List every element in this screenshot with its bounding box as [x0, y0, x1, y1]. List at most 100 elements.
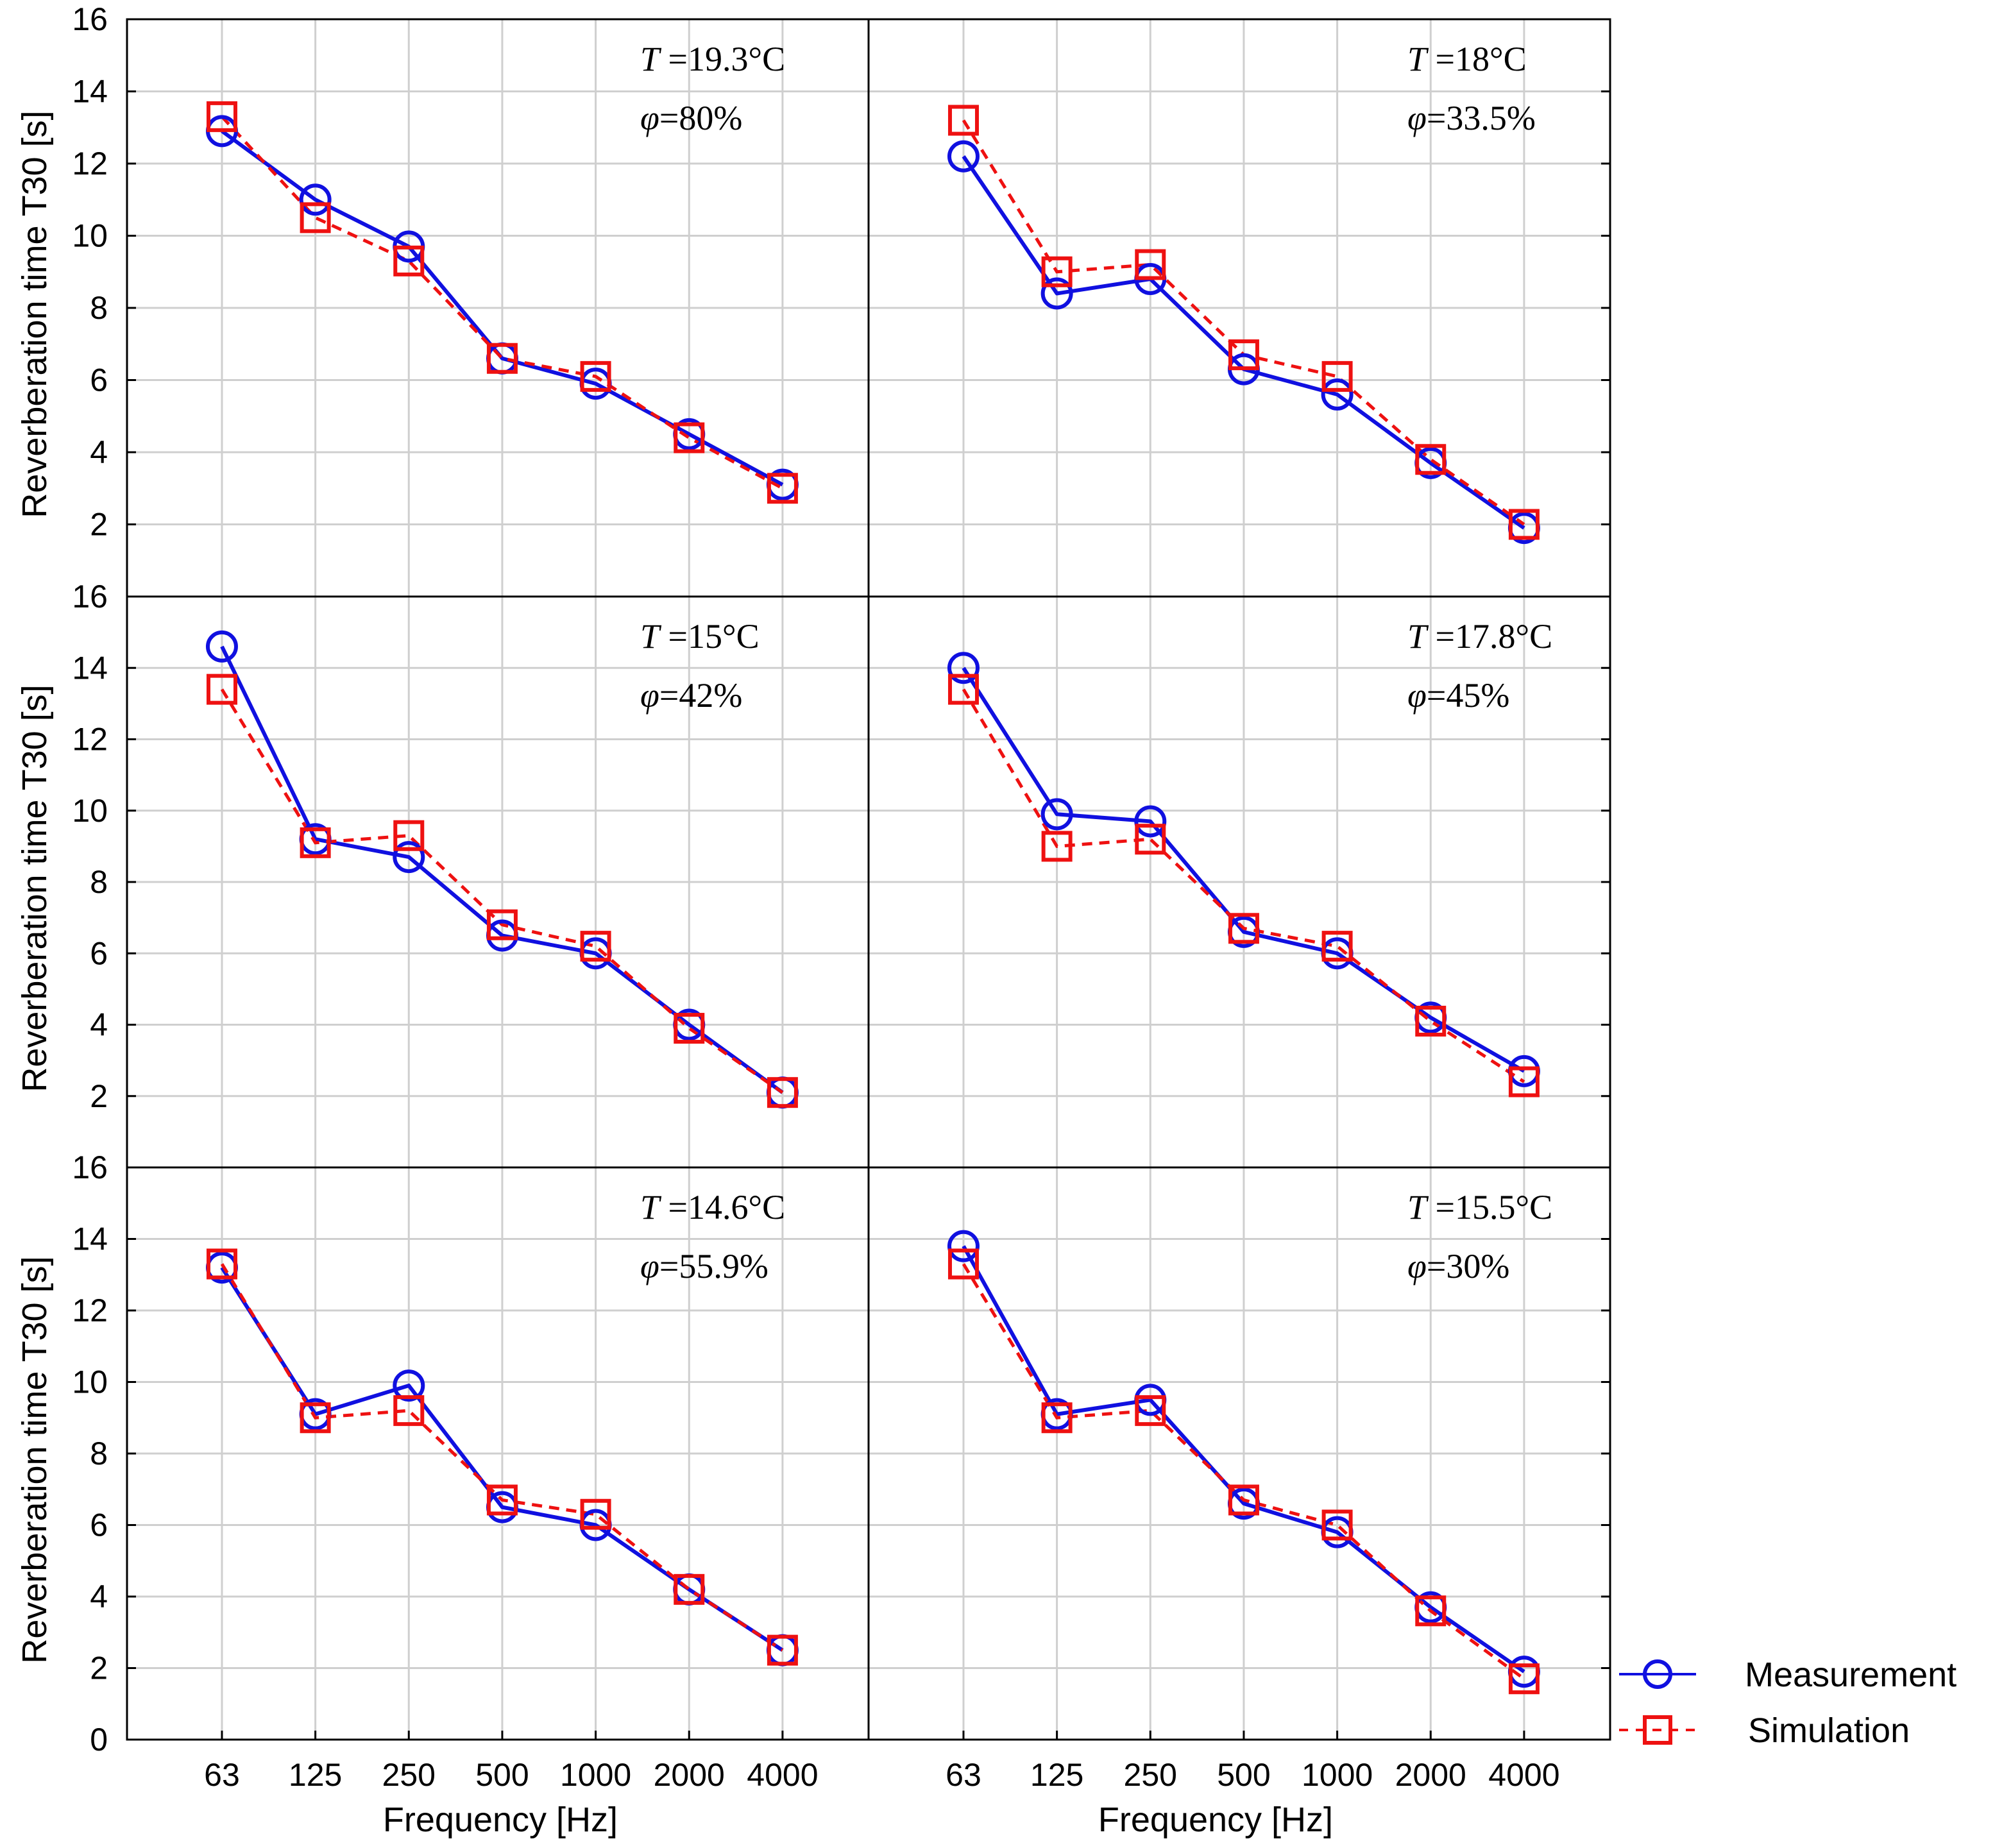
- simulation-point: [1228, 913, 1259, 944]
- simulation-point: [206, 674, 237, 705]
- y-tick-label: 16: [72, 579, 108, 615]
- y-axis-title: Reverberation time T30 [s]: [15, 110, 54, 518]
- simulation-line: [220, 1263, 784, 1652]
- legend-measurement-marker: [1619, 1659, 1696, 1689]
- x-axis-title-left: Frequency [Hz]: [383, 1801, 618, 1839]
- simulation-line: [962, 688, 1525, 1083]
- y-tick-label: 12: [72, 722, 108, 758]
- temperature-symbol: T: [1407, 617, 1429, 656]
- simulation-point: [1228, 1484, 1259, 1516]
- simulation-point: [580, 931, 611, 962]
- y-axis-title: Reverberation time T30 [s]: [15, 1256, 54, 1663]
- simulation-point: [1321, 1509, 1353, 1541]
- x-tick-label: 500: [1217, 1757, 1270, 1793]
- legend: Measurement Simulation: [1619, 1656, 1957, 1750]
- measurement-line: [220, 645, 784, 1094]
- x-tick-label: 1000: [1302, 1757, 1373, 1793]
- data-layer: [205, 101, 799, 504]
- simulation-point: [1041, 256, 1073, 287]
- simulation-point: [300, 202, 331, 233]
- measurement-line: [962, 666, 1525, 1073]
- simulation-point: [206, 101, 237, 132]
- measurement-point: [205, 630, 238, 663]
- y-tick-label: 2: [90, 507, 108, 543]
- panel-grid: 2 4 6 8 10 12 14 16 Reverberation time T30 [s] T …: [15, 1, 1611, 1793]
- humidity-value: =80%: [659, 99, 742, 137]
- simulation-point: [1041, 1402, 1073, 1434]
- simulation-point: [1135, 824, 1166, 855]
- simulation-line: [962, 1263, 1525, 1681]
- measurement-point: [947, 652, 980, 684]
- y-tick-label: 12: [72, 146, 108, 182]
- simulation-point: [300, 827, 331, 858]
- x-tick-label: 2000: [654, 1757, 725, 1793]
- data-layer: [947, 1230, 1540, 1695]
- measurement-line: [962, 1245, 1525, 1674]
- y-tick-label: 0: [90, 1722, 108, 1758]
- simulation-point: [1508, 1066, 1540, 1098]
- humidity-symbol: φ: [1407, 99, 1427, 137]
- y-tick-label: 6: [90, 1507, 108, 1543]
- chart-panel-3: 2 4 6 8 10 12 14 16 Reverberation time T30 [s] T …: [15, 579, 870, 1169]
- y-tick-label: 8: [90, 290, 108, 326]
- condition-humidity: φ=80%: [640, 99, 742, 137]
- simulation-point: [767, 1634, 798, 1666]
- legend-measurement-label: Measurement: [1745, 1656, 1957, 1694]
- simulation-point: [580, 360, 611, 392]
- simulation-point: [1041, 831, 1073, 862]
- x-tick-label: 63: [204, 1757, 240, 1793]
- y-tick-label: 14: [72, 650, 108, 686]
- humidity-value: =42%: [659, 676, 742, 715]
- chart-panel-4: T =17.8°Cφ=45%: [867, 595, 1611, 1169]
- y-tick-label: 6: [90, 935, 108, 971]
- y-tick-label: 4: [90, 1007, 108, 1043]
- x-axis-title-right: Frequency [Hz]: [1098, 1801, 1333, 1839]
- condition-temperature: T =19.3°C: [640, 40, 785, 78]
- data-layer: [205, 630, 799, 1109]
- x-tick-label: 63: [946, 1757, 981, 1793]
- measurement-point: [1321, 378, 1354, 411]
- chart-panel-1: 2 4 6 8 10 12 14 16 Reverberation time T30 [s] T …: [15, 1, 870, 598]
- x-tick-label: 125: [1030, 1757, 1083, 1793]
- measurement-point: [1040, 277, 1073, 310]
- y-tick-label: 14: [72, 74, 108, 110]
- chart-panel-2: T =18°Cφ=33.5%: [867, 18, 1611, 598]
- temperature-value: =17.8°C: [1427, 617, 1552, 656]
- temperature-value: =15.5°C: [1427, 1188, 1552, 1226]
- condition-humidity: φ=55.9%: [640, 1247, 768, 1285]
- legend-simulation-label: Simulation: [1748, 1711, 1910, 1750]
- y-tick-label: 10: [72, 1364, 108, 1400]
- simulation-point: [1321, 931, 1353, 962]
- simulation-point: [674, 1573, 705, 1605]
- y-tick-label: 16: [72, 1, 108, 37]
- data-layer: [947, 105, 1540, 545]
- y-tick-label: 8: [90, 1436, 108, 1471]
- simulation-point: [300, 1402, 331, 1434]
- simulation-line: [220, 688, 784, 1094]
- simulation-point: [580, 1498, 611, 1530]
- measurement-point: [947, 140, 980, 173]
- y-tick-label: 14: [72, 1221, 108, 1257]
- measurement-line: [220, 1266, 784, 1652]
- temperature-value: =14.6°C: [659, 1188, 785, 1226]
- plot-frame: [867, 1166, 1611, 1741]
- simulation-point: [1508, 1663, 1540, 1695]
- y-tick-label: 10: [72, 793, 108, 829]
- measurement-point: [393, 1369, 425, 1402]
- measurement-point: [947, 1230, 980, 1262]
- simulation-point: [393, 245, 425, 276]
- y-tick-label: 2: [90, 1650, 108, 1686]
- simulation-point: [1228, 339, 1259, 371]
- simulation-point: [1415, 1595, 1447, 1627]
- temperature-symbol: T: [1407, 1188, 1429, 1226]
- simulation-point: [486, 343, 518, 374]
- measurement-point: [1134, 805, 1167, 838]
- y-tick-label: 8: [90, 864, 108, 900]
- condition-temperature: T =18°C: [1407, 40, 1527, 78]
- measurement-line: [221, 129, 784, 487]
- temperature-value: =19.3°C: [659, 40, 785, 78]
- simulation-point: [1508, 509, 1540, 540]
- humidity-value: =45%: [1427, 676, 1509, 715]
- humidity-symbol: φ: [640, 1247, 659, 1285]
